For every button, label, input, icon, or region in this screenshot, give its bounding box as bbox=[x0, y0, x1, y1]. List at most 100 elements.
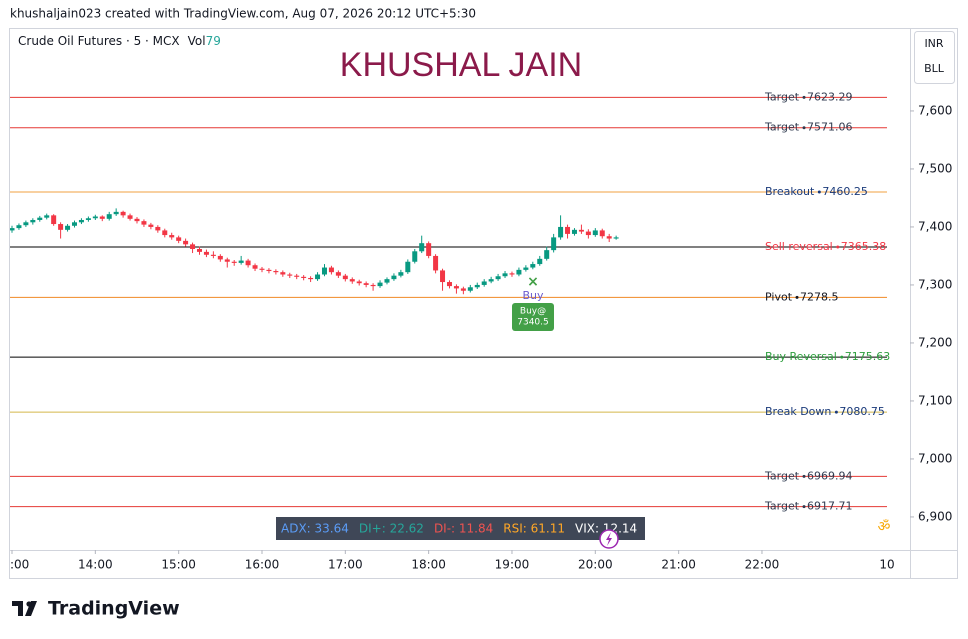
candle-body bbox=[37, 217, 43, 220]
level-dot bbox=[834, 410, 838, 414]
y-tick-label: 6,900 bbox=[918, 509, 952, 523]
indicator: DI-: 11.84 bbox=[434, 522, 493, 536]
candle-body bbox=[78, 219, 84, 223]
indicator: VIX: 12.14 bbox=[575, 522, 637, 536]
y-tick-label: 7,500 bbox=[918, 161, 952, 175]
candle-body bbox=[273, 271, 279, 273]
watermark: KHUSHAL JAIN bbox=[340, 46, 582, 84]
y-tick-label: 7,100 bbox=[918, 393, 952, 407]
level-dot bbox=[836, 245, 840, 249]
candle-body bbox=[446, 282, 452, 287]
y-tick-label: 7,300 bbox=[918, 277, 952, 291]
candle-body bbox=[370, 284, 376, 287]
candle-body bbox=[426, 243, 432, 256]
x-tick-label: 18:00 bbox=[411, 558, 446, 572]
candle-body bbox=[523, 267, 529, 270]
level-value: 7175.63 bbox=[845, 350, 891, 363]
level-value: 7623.29 bbox=[807, 90, 853, 103]
om-icon: ॐ bbox=[878, 519, 891, 535]
signal-price: 7340.5 bbox=[517, 318, 549, 328]
candle-body bbox=[127, 215, 133, 219]
candle-body bbox=[384, 279, 390, 283]
y-tick-label: 7,400 bbox=[918, 219, 952, 233]
candle-body bbox=[453, 286, 459, 289]
level-label: Break Down bbox=[765, 405, 831, 418]
candle-body bbox=[252, 265, 258, 269]
candle-body bbox=[58, 224, 64, 230]
candle-body bbox=[328, 267, 334, 273]
footer-logo bbox=[12, 601, 37, 616]
level-label: Target bbox=[764, 500, 800, 513]
candle-body bbox=[363, 283, 369, 285]
x-tick-label: 20:00 bbox=[578, 558, 613, 572]
y-tick-label: 7,200 bbox=[918, 335, 952, 349]
candle-body bbox=[259, 268, 265, 270]
candle-body bbox=[321, 267, 327, 275]
x-tick-label: 19:00 bbox=[495, 558, 530, 572]
candle-body bbox=[405, 261, 411, 273]
level-label: Target bbox=[764, 469, 800, 482]
x-tick-label: 22:00 bbox=[745, 558, 780, 572]
candle-body bbox=[190, 244, 196, 249]
candle-body bbox=[71, 222, 77, 226]
x-tick-label: 15:00 bbox=[161, 558, 196, 572]
level-label: Target bbox=[764, 121, 800, 134]
signal-marker: × bbox=[527, 274, 539, 290]
candle-body bbox=[134, 218, 140, 222]
candle-body bbox=[308, 277, 314, 280]
level-label: Pivot bbox=[765, 290, 793, 303]
candle-body bbox=[349, 279, 355, 282]
candle-body bbox=[481, 281, 487, 285]
candle-body bbox=[460, 288, 466, 291]
candle-body bbox=[210, 254, 216, 256]
candle-body bbox=[99, 216, 105, 219]
footer-brand: TradingView bbox=[48, 598, 180, 620]
signal-label: Buy bbox=[522, 289, 544, 302]
candle-body bbox=[558, 226, 564, 238]
candle-body bbox=[474, 284, 480, 288]
symbol: Crude Oil Futures · 5 · MCX Vol79 bbox=[18, 34, 221, 48]
candle-body bbox=[106, 214, 112, 219]
currency-box bbox=[914, 31, 955, 84]
candle-body bbox=[592, 230, 598, 236]
candle-body bbox=[398, 272, 404, 276]
candle-body bbox=[30, 219, 36, 223]
candle-body bbox=[467, 287, 473, 291]
level-dot bbox=[840, 355, 844, 359]
candle-body bbox=[315, 274, 321, 280]
level-value: 7460.25 bbox=[822, 185, 868, 198]
level-value: 6969.94 bbox=[807, 469, 853, 482]
candle-body bbox=[224, 259, 230, 262]
level-value: 7365.38 bbox=[841, 240, 887, 253]
candle-body bbox=[266, 269, 272, 272]
candle-body bbox=[280, 272, 286, 275]
chart-frame bbox=[9, 28, 958, 579]
x-tick-label: 17:00 bbox=[328, 558, 363, 572]
level-dot bbox=[802, 474, 806, 478]
candle-body bbox=[169, 235, 175, 238]
level-value: 7080.75 bbox=[839, 405, 885, 418]
level-value: 6917.71 bbox=[807, 500, 853, 513]
candle-body bbox=[51, 215, 57, 225]
y-tick-label: 7,600 bbox=[918, 103, 952, 117]
candle-body bbox=[238, 260, 244, 263]
candle-body bbox=[440, 270, 446, 283]
candle-body bbox=[502, 273, 508, 277]
flash-bolt bbox=[606, 532, 612, 546]
x-tick-label: 21:00 bbox=[661, 558, 696, 572]
candle-body bbox=[231, 261, 237, 263]
header: khushaljain023 created with TradingView.… bbox=[10, 7, 476, 21]
level-label: Sell reversal bbox=[765, 240, 833, 253]
plot: Target 7623.29 Target 7571.06 Breakout 7460.2… bbox=[10, 90, 891, 513]
candle-body bbox=[196, 248, 202, 252]
candle-body bbox=[585, 231, 591, 236]
signal-tag-box bbox=[512, 303, 554, 331]
candle-body bbox=[530, 264, 536, 268]
indicator: RSI: 61.11 bbox=[503, 522, 565, 536]
candle-body bbox=[85, 218, 91, 220]
candle-body bbox=[419, 243, 425, 252]
level-value: 7571.06 bbox=[807, 121, 853, 134]
candle-body bbox=[183, 240, 189, 245]
currency: INR bbox=[924, 37, 943, 50]
level-value: 7278.5 bbox=[800, 290, 839, 303]
